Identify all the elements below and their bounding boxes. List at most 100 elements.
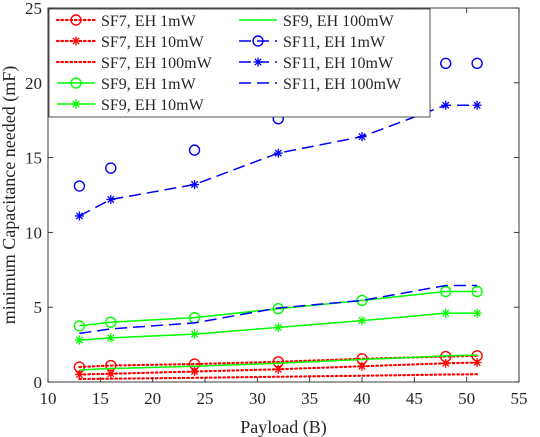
y-tick-label: 20 xyxy=(25,74,42,93)
star-stroke xyxy=(473,309,481,317)
data-point xyxy=(472,358,482,368)
data-point xyxy=(74,370,84,380)
series-sf11-eh-100mw xyxy=(79,284,478,335)
series-sf11-eh-10mw xyxy=(74,100,482,221)
data-point xyxy=(471,285,483,298)
legend-swatch-marker xyxy=(252,35,264,47)
data-point xyxy=(74,211,84,221)
legend-swatch-marker xyxy=(71,99,81,109)
legend-label: SF9, EH 10mW xyxy=(101,97,205,114)
legend-item: SF9, EH 1mW xyxy=(57,76,197,93)
axes-group: 10 15 20 25 30 35 40 45 50 55 0 5 10 15 20 25 xyxy=(25,0,528,408)
data-point xyxy=(106,194,116,204)
data-point xyxy=(73,180,86,192)
star-stroke xyxy=(72,100,80,108)
data-point xyxy=(472,308,482,318)
legend-label: SF9, EH 1mW xyxy=(101,76,197,93)
x-tick-label: 15 xyxy=(92,389,109,408)
star-stroke xyxy=(254,58,262,66)
data-point xyxy=(190,367,200,377)
legend-item: SF9, EH 10mW xyxy=(57,97,205,114)
star-stroke xyxy=(190,180,199,189)
data-point xyxy=(106,369,116,379)
star-stroke xyxy=(190,330,199,338)
data-point xyxy=(106,333,116,343)
y-axis-label: minimum Capacitance needed (mF) xyxy=(0,66,20,324)
series-sf7-eh-10mw xyxy=(74,358,482,380)
x-tick-label: 40 xyxy=(354,389,371,408)
data-point xyxy=(441,358,451,368)
star-stroke xyxy=(442,359,450,367)
legend-swatch-marker xyxy=(253,57,263,67)
y-tick-label: 0 xyxy=(34,373,43,392)
legend-item: SF9, EH 100mW xyxy=(239,13,395,30)
series-line xyxy=(78,373,479,381)
data-point xyxy=(440,285,452,298)
star-stroke xyxy=(107,195,115,204)
legend-item: SF7, EH 100mW xyxy=(55,55,213,72)
data-point xyxy=(440,57,452,70)
y-tick-label: 25 xyxy=(25,0,42,18)
data-point xyxy=(273,322,283,332)
data-point xyxy=(441,308,451,318)
data-point xyxy=(357,132,367,142)
legend-item: SF11, EH 100mW xyxy=(239,76,402,93)
legend-label: SF7, EH 10mW xyxy=(101,34,205,51)
star-stroke xyxy=(473,358,481,367)
plot-series-group xyxy=(73,57,483,381)
y-tick-label: 10 xyxy=(25,223,42,242)
legend-swatch-marker xyxy=(71,36,81,46)
star-stroke xyxy=(72,37,80,45)
legend-box xyxy=(48,8,431,118)
data-point xyxy=(357,316,367,326)
star-stroke xyxy=(75,370,84,379)
x-tick-label: 30 xyxy=(249,389,266,408)
star-stroke xyxy=(107,334,115,342)
data-point xyxy=(188,144,201,156)
x-tick-label: 10 xyxy=(40,389,57,408)
data-point xyxy=(73,320,86,332)
x-axis-label: Payload (B) xyxy=(240,417,326,437)
legend-item: SF7, EH 10mW xyxy=(55,34,205,51)
star-stroke xyxy=(442,309,450,317)
series-line xyxy=(79,284,478,335)
y-tick-label: 5 xyxy=(34,298,43,317)
star-stroke xyxy=(190,367,199,376)
x-tick-label: 20 xyxy=(144,389,161,408)
x-tick-label: 45 xyxy=(406,389,423,408)
data-point xyxy=(273,148,283,158)
data-point xyxy=(74,335,84,345)
series-line xyxy=(79,354,478,371)
legend-item: SF11, EH 10mW xyxy=(239,55,394,72)
star-stroke xyxy=(107,370,115,378)
legend-label: SF7, EH 100mW xyxy=(101,55,213,72)
star-stroke xyxy=(274,365,282,373)
star-stroke xyxy=(274,149,282,157)
star-stroke xyxy=(274,323,282,332)
star-stroke xyxy=(358,133,366,141)
series-sf11-eh-1mw xyxy=(73,57,483,192)
legend-label: SF11, EH 1mW xyxy=(283,34,386,51)
x-tick-label: 35 xyxy=(301,389,318,408)
series-line xyxy=(79,104,478,217)
x-tick-label: 25 xyxy=(197,389,214,408)
series-sf9-eh-10mw xyxy=(74,308,482,345)
data-point xyxy=(273,364,283,374)
series-sf7-eh-100mw xyxy=(78,373,479,381)
x-tick-label: 50 xyxy=(458,389,475,408)
data-point xyxy=(471,57,483,70)
legend-label: SF11, EH 100mW xyxy=(283,76,402,93)
legend-label: SF11, EH 10mW xyxy=(283,55,394,72)
data-point xyxy=(105,316,117,328)
data-point xyxy=(272,302,284,315)
data-point xyxy=(441,100,451,110)
legend-item: SF11, EH 1mW xyxy=(239,34,386,51)
series-sf9-eh-100mw xyxy=(79,354,478,371)
plot-frame xyxy=(47,7,520,383)
legend-label: SF7, EH 1mW xyxy=(101,13,197,30)
star-stroke xyxy=(75,212,84,220)
legend-swatch-marker xyxy=(70,77,82,89)
legend: SF7, EH 1mW SF7, EH 10mW SF7, EH 100mW SF9,… xyxy=(48,8,431,118)
star-stroke xyxy=(442,101,450,109)
